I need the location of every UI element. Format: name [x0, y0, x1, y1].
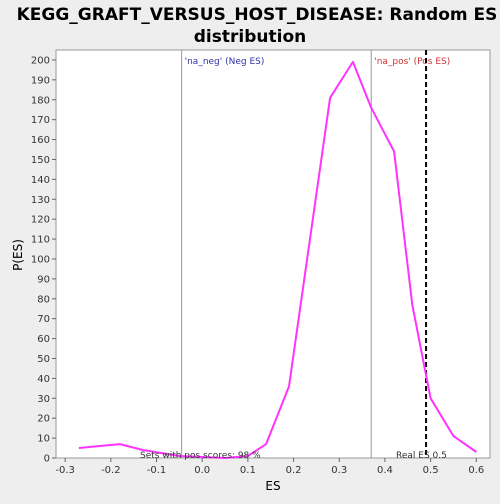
y-tick-label: 70 [37, 314, 50, 325]
x-tick-label: 0.6 [468, 465, 484, 476]
x-tick-label: 0.2 [286, 465, 302, 476]
y-axis: 0 10 20 30 40 50 60 70 80 90 100 110 120 130 140 150 160… [31, 55, 56, 464]
x-axis-label: ES [265, 479, 280, 493]
x-tick-label: 0.0 [194, 465, 210, 476]
y-tick-label: 190 [31, 75, 50, 86]
x-tick-label: 0.1 [240, 465, 256, 476]
x-tick-label: 0.3 [331, 465, 347, 476]
y-tick-label: 60 [37, 334, 50, 345]
y-tick-label: 20 [37, 414, 50, 425]
vline-label-1: 'na_pos' (Pos ES) [374, 57, 450, 67]
chart-title-line1: KEGG_GRAFT_VERSUS_HOST_DISEASE: Random E… [17, 5, 498, 25]
x-tick-label: -0.3 [55, 465, 75, 476]
y-tick-label: 80 [37, 294, 50, 305]
y-tick-label: 40 [37, 374, 50, 385]
vline-label-0: 'na_neg' (Neg ES) [185, 57, 265, 67]
y-tick-label: 160 [31, 135, 50, 146]
y-tick-label: 50 [37, 354, 50, 365]
y-tick-label: 120 [31, 215, 50, 226]
y-tick-label: 30 [37, 394, 50, 405]
pos-scores-annotation: Sets with pos scores: 98 % [140, 451, 261, 461]
y-axis-label: P(ES) [11, 239, 25, 271]
x-tick-label: 0.5 [423, 465, 439, 476]
x-tick-label: 0.4 [377, 465, 393, 476]
y-tick-label: 170 [31, 115, 50, 126]
chart-title-line2: distribution [194, 27, 306, 47]
real-es-annotation: Real ES 0.5 [396, 451, 447, 461]
y-tick-label: 180 [31, 95, 50, 106]
y-tick-label: 150 [31, 155, 50, 166]
y-tick-label: 130 [31, 195, 50, 206]
y-tick-label: 90 [37, 274, 50, 285]
y-tick-label: 0 [44, 454, 50, 465]
y-tick-label: 100 [31, 254, 50, 265]
y-tick-label: 10 [37, 434, 50, 445]
y-tick-label: 140 [31, 175, 50, 186]
x-tick-label: -0.2 [101, 465, 121, 476]
plot-area [56, 50, 490, 458]
y-tick-label: 110 [31, 235, 50, 246]
x-tick-label: -0.1 [147, 465, 167, 476]
y-tick-label: 200 [31, 55, 50, 66]
